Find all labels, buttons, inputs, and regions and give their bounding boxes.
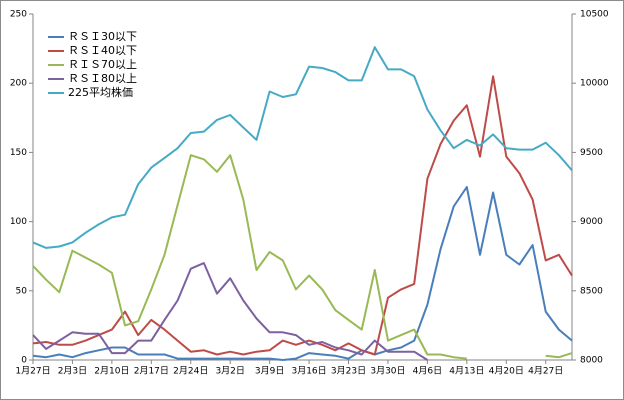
y-tick-label: 200 <box>10 79 27 89</box>
legend-label: ＲＳＩ30以下 <box>68 30 137 43</box>
y2-tick-label: 10000 <box>580 79 609 89</box>
y-tick-label: 100 <box>10 217 27 227</box>
x-tick-label: 3月2日 <box>215 366 244 377</box>
y2-tick-label: 10500 <box>580 10 609 20</box>
y-tick-label: 50 <box>16 286 28 296</box>
series-line <box>32 46 573 249</box>
x-tick-label: 3月9日 <box>255 366 284 377</box>
y2-tick-label: 9000 <box>580 217 603 227</box>
x-tick-label: 2月10日 <box>94 366 129 377</box>
series-line <box>545 352 573 359</box>
x-tick-label: 2月17日 <box>134 366 169 377</box>
x-tick-label: 3月23日 <box>331 366 366 377</box>
x-tick-label: 4月20日 <box>489 366 524 377</box>
y-tick-label: 250 <box>10 10 27 20</box>
legend-label: 225平均株価 <box>68 85 133 99</box>
legend-label: ＲＳＩ80以上 <box>68 72 137 85</box>
x-tick-label: 1月27日 <box>15 366 50 377</box>
x-tick-label: 4月27日 <box>528 366 563 377</box>
x-tick-label: 4月6日 <box>413 366 442 377</box>
series-line <box>32 154 467 360</box>
x-tick-label: 3月30日 <box>370 366 405 377</box>
x-tick-label: 2月3日 <box>58 366 87 377</box>
legend-label: ＲＳＩ40以下 <box>68 44 137 57</box>
y-tick-label: 150 <box>10 148 27 158</box>
series-line <box>32 262 428 361</box>
y2-tick-label: 8000 <box>580 356 603 366</box>
y2-tick-label: 9500 <box>580 148 603 158</box>
legend-label: ＲＩＳ70以上 <box>68 58 137 71</box>
x-tick-label: 3月16日 <box>291 366 326 377</box>
y2-tick-label: 8500 <box>580 286 603 296</box>
x-tick-label: 4月13日 <box>449 366 484 377</box>
y-tick-label: 0 <box>21 356 27 366</box>
series-line <box>32 186 573 361</box>
x-tick-label: 2月24日 <box>173 366 208 377</box>
